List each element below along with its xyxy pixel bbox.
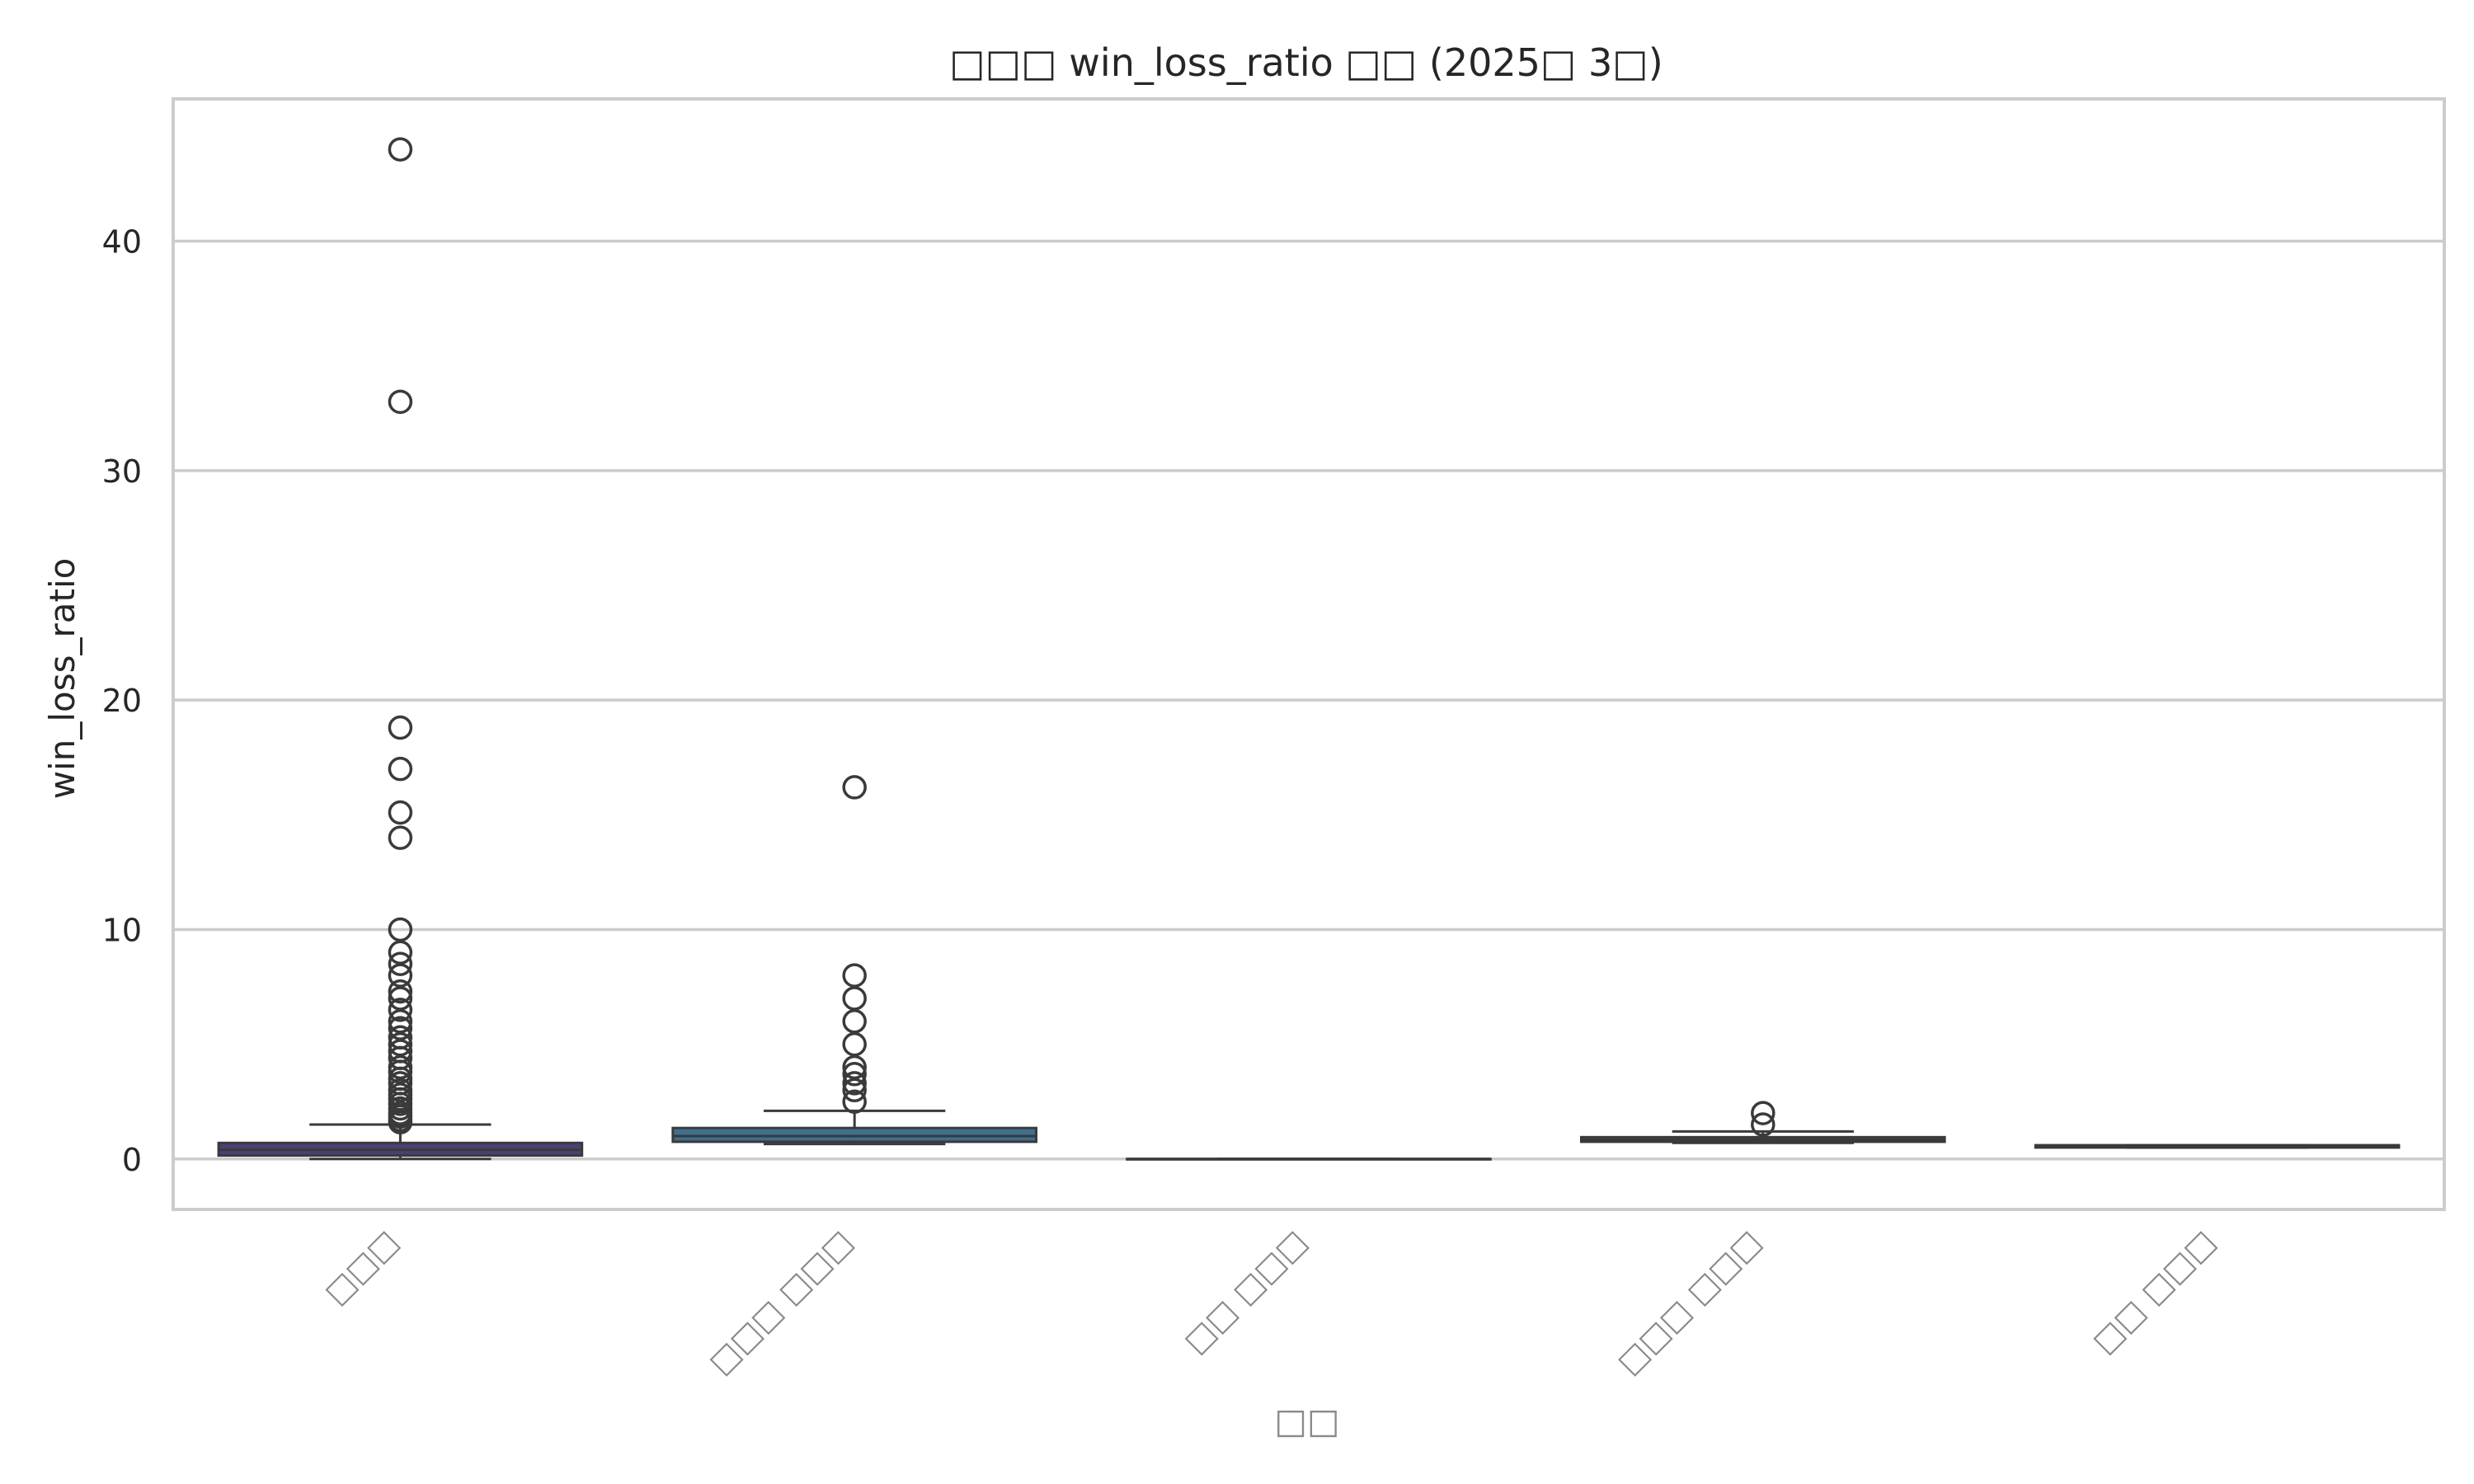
- y-tick-label: 30: [102, 453, 142, 490]
- outlier-point: [842, 1031, 867, 1057]
- chart-title: □□□ win_loss_ratio □□ (2025□ 3□): [949, 40, 1663, 85]
- x-tick-label: □□□ □□□: [1610, 1223, 1768, 1381]
- outlier-point: [388, 800, 413, 825]
- x-axis-label: □□: [1274, 1401, 1339, 1441]
- outlier-point: [1751, 1112, 1776, 1137]
- y-tick-label: 0: [122, 1142, 142, 1178]
- box-group: [1579, 1101, 1946, 1144]
- x-tick-label: □□ □□□: [2085, 1223, 2222, 1360]
- outlier-point: [842, 775, 867, 800]
- y-tick-label: 40: [102, 224, 142, 261]
- y-tick-labels: 0 10 20 30 40: [102, 224, 142, 1178]
- outlier-point: [388, 715, 413, 740]
- outlier-point: [842, 986, 867, 1011]
- outlier-point: [388, 917, 413, 942]
- grid-layer: [173, 239, 2444, 1161]
- x-tick-label: □□□: [317, 1223, 405, 1311]
- x-tick-label: □□□ □□□: [702, 1223, 860, 1381]
- outlier-point: [388, 1110, 413, 1134]
- outlier-point: [388, 986, 413, 1011]
- outlier-point: [388, 137, 413, 162]
- outlier-point: [842, 963, 867, 988]
- outlier-point: [842, 1054, 867, 1080]
- outlier-point: [388, 940, 413, 965]
- outlier-point: [388, 979, 413, 1004]
- outlier-point: [388, 1009, 413, 1034]
- outlier-point: [388, 756, 413, 782]
- outlier-point: [388, 389, 413, 415]
- outlier-point: [388, 1031, 413, 1057]
- outlier-point: [388, 998, 413, 1022]
- outlier-point: [842, 1071, 867, 1096]
- outlier-point: [842, 1089, 867, 1114]
- outlier-point: [1751, 1101, 1776, 1125]
- y-axis-label: win_loss_ratio: [42, 558, 82, 800]
- box-group: [671, 775, 1038, 1146]
- y-tick-label: 10: [102, 912, 142, 948]
- box-group: [217, 137, 584, 1161]
- box-layer: [217, 137, 2401, 1161]
- plot-frame: [172, 97, 2446, 1211]
- outlier-point: [388, 825, 413, 850]
- outlier-point: [842, 1062, 867, 1087]
- outlier-point: [388, 963, 413, 988]
- x-tick-label: □□ □□□: [1177, 1223, 1315, 1360]
- y-tick-label: 20: [102, 683, 142, 719]
- outlier-point: [388, 951, 413, 976]
- outlier-point: [388, 1016, 413, 1040]
- box-group: [1126, 1158, 1492, 1161]
- outlier-point: [842, 1078, 867, 1103]
- outlier-point: [842, 1009, 867, 1034]
- x-tick-labels: □□□ □□□ □□□ □□ □□□ □□□ □□□ □□ □□□: [317, 1223, 2222, 1381]
- box-group: [2034, 1144, 2401, 1149]
- outlier-point: [388, 1059, 413, 1084]
